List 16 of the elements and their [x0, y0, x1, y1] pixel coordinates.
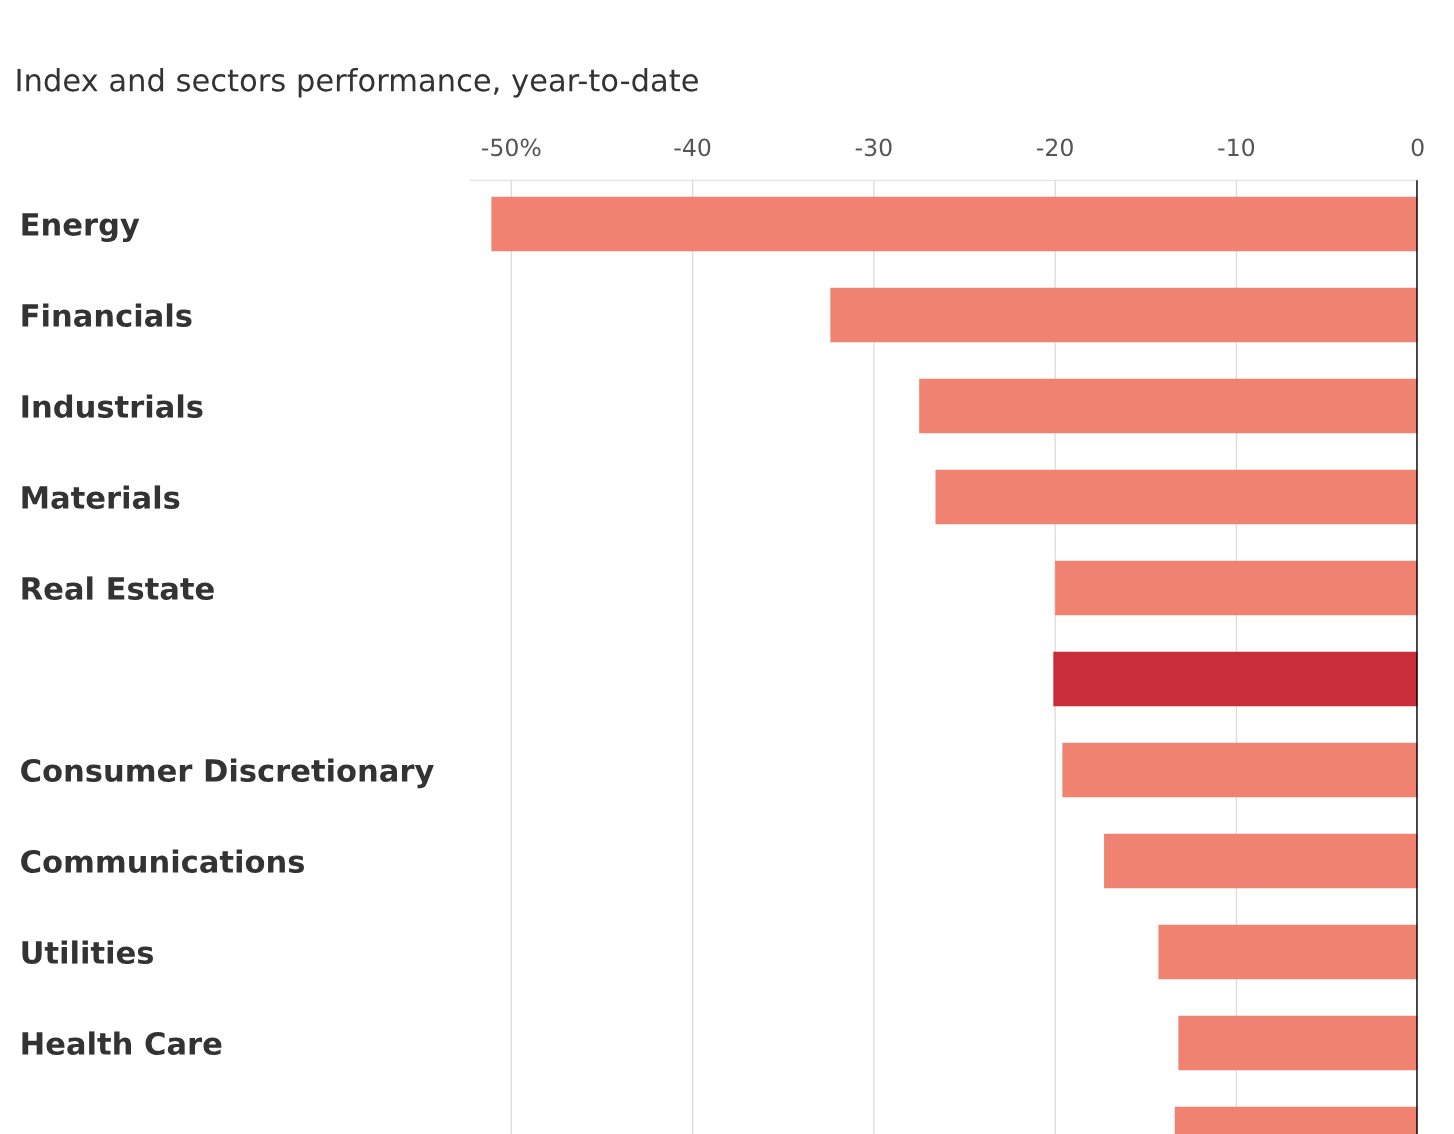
y-tick-label: Health Care — [22, 1031, 222, 1056]
chart-title: Index and sectors performance, year-to-date — [17, 68, 698, 98]
x-tick-label: -50% — [481, 138, 541, 157]
y-tick-label: Utilities — [22, 940, 154, 965]
x-tick-label: 0 — [1411, 138, 1424, 157]
x-tick-label: -40 — [674, 138, 711, 157]
y-tick-label: Energy — [22, 213, 140, 243]
x-tick-label: -30 — [855, 138, 892, 157]
y-tick-label: Real Estate — [22, 576, 214, 601]
x-tick-label: -10 — [1218, 138, 1255, 157]
y-tick-label: Consumer Discretionary — [21, 758, 434, 789]
x-tick-label: -20 — [1037, 138, 1073, 157]
y-tick-label: Communications — [21, 849, 305, 874]
y-tick-label: Industrials — [22, 394, 203, 419]
y-tick-label: Materials — [22, 485, 180, 510]
y-tick-label: Financials — [22, 303, 192, 328]
